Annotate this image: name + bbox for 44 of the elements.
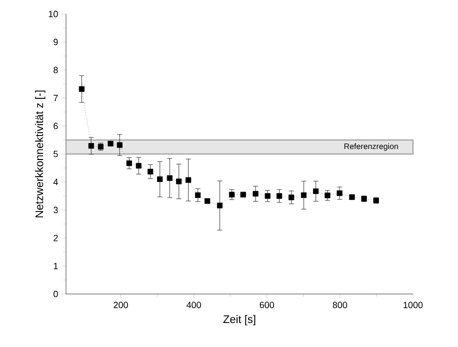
y-tick-label: 2	[54, 234, 58, 242]
point	[166, 175, 173, 181]
y-tick-label: 7	[54, 94, 58, 102]
x-tick-label: 200	[114, 302, 128, 308]
y-tick-label: 3	[54, 206, 58, 214]
y-tick-label: 4	[53, 178, 58, 186]
point	[288, 194, 294, 200]
point	[195, 192, 201, 198]
point	[216, 202, 223, 208]
point	[116, 142, 122, 148]
y-tick-label: 0	[54, 290, 58, 298]
point	[126, 160, 132, 166]
point	[349, 194, 355, 200]
y-tick-label: 5	[54, 150, 58, 158]
x-tick-label: 600	[260, 302, 274, 308]
y-tick-label: 1	[54, 262, 58, 270]
point	[108, 140, 114, 146]
point	[276, 193, 282, 199]
point	[157, 176, 163, 182]
point	[186, 177, 192, 183]
point	[264, 193, 270, 199]
point	[229, 192, 235, 198]
point	[78, 86, 85, 92]
point	[176, 178, 182, 184]
point	[300, 192, 307, 198]
point	[204, 198, 210, 204]
point	[252, 190, 258, 197]
band-label: Referenzregion	[344, 143, 398, 151]
x-tick-label: 1000	[404, 302, 423, 308]
x-tick-label: 800	[332, 302, 348, 308]
point	[336, 190, 342, 196]
y-tick-label: 8	[54, 66, 58, 74]
y-tick-label: 10	[48, 10, 58, 18]
point	[240, 192, 246, 198]
point	[324, 192, 330, 198]
y-tick-label: 9	[54, 38, 58, 46]
point	[136, 162, 142, 169]
x-axis-title: Zeit [s]	[223, 315, 256, 326]
point	[148, 168, 154, 174]
point	[88, 143, 94, 149]
x-tick-label: 400	[186, 302, 201, 308]
y-tick-label: 6	[54, 122, 58, 130]
point	[313, 188, 319, 194]
y-axis-title: Netzwerkkonnektivität z [-]	[35, 90, 46, 218]
